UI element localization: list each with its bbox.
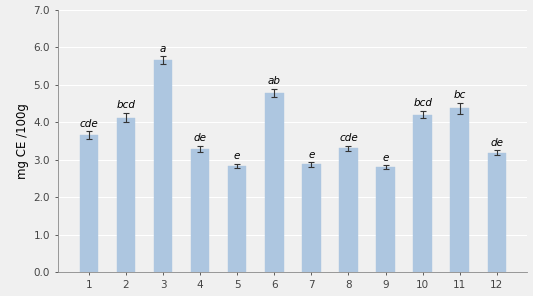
Bar [191,149,209,272]
Bar [228,166,246,272]
Text: bcd: bcd [413,98,432,108]
Text: ab: ab [268,76,281,86]
Bar [339,148,358,272]
Text: de: de [490,138,503,148]
Bar [376,167,395,272]
Text: bcd: bcd [116,100,135,110]
Text: e: e [382,152,389,163]
Bar [117,118,135,272]
Bar [488,153,506,272]
Text: cde: cde [79,119,98,129]
Text: a: a [160,44,166,54]
Bar [414,115,432,272]
Bar [450,108,469,272]
Bar [302,165,321,272]
Text: cde: cde [339,133,358,144]
Bar [265,93,284,272]
Bar [154,60,172,272]
Text: e: e [234,152,240,161]
Text: bc: bc [454,90,466,100]
Text: e: e [308,149,314,160]
Bar [79,135,98,272]
Text: de: de [193,133,207,144]
Y-axis label: mg CE /100g: mg CE /100g [16,103,29,179]
